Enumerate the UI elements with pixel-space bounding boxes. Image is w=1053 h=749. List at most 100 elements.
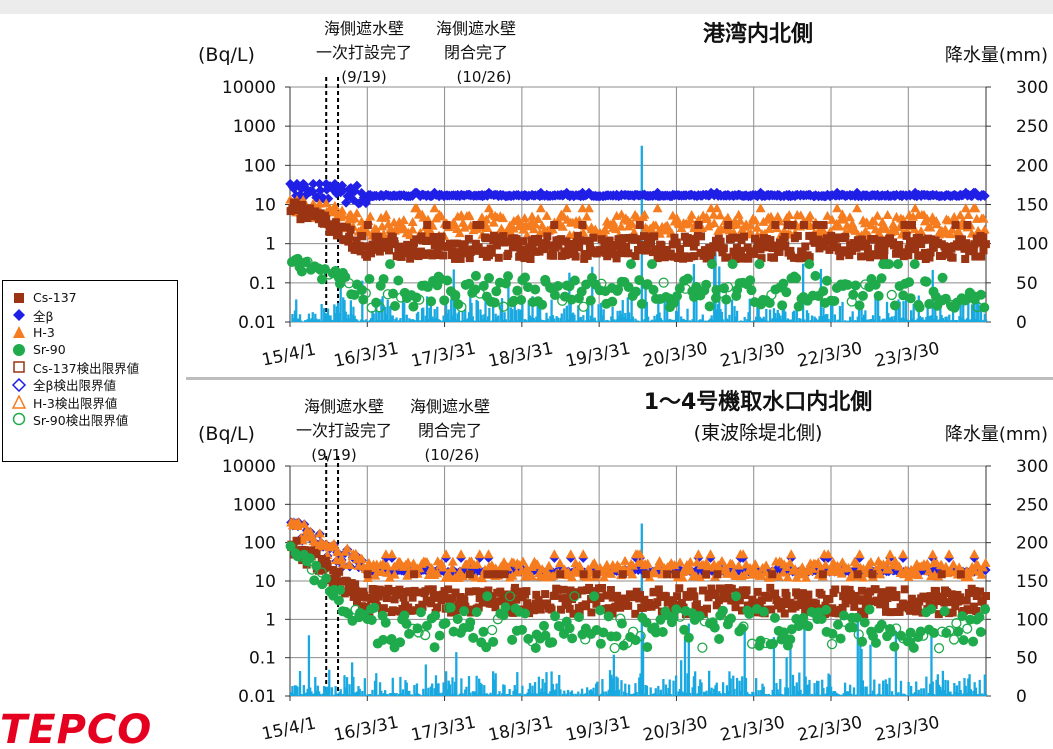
rain-bar bbox=[324, 690, 327, 696]
data-point-sr-90 bbox=[948, 634, 960, 645]
data-point-sr-90 bbox=[360, 288, 371, 299]
rain-bar bbox=[462, 319, 466, 322]
data-point-h-3 bbox=[765, 211, 776, 221]
data-point-h-3 bbox=[784, 209, 795, 219]
data-point-h-3 bbox=[350, 548, 361, 558]
data-point-sr-90 bbox=[507, 634, 518, 645]
data-point-sr-90 bbox=[517, 624, 528, 635]
rain-bar bbox=[833, 314, 837, 322]
rain-bar bbox=[922, 688, 925, 696]
data-point-h-3 bbox=[518, 556, 529, 566]
rain-bar bbox=[565, 693, 568, 696]
rain-bar bbox=[639, 321, 642, 323]
rain-bar bbox=[480, 314, 483, 322]
rain-bar bbox=[561, 321, 565, 323]
rain-bar bbox=[359, 319, 363, 322]
data-point-cs-137 bbox=[385, 587, 394, 596]
rain-bar bbox=[579, 316, 582, 322]
data-point-sr-90 bbox=[547, 637, 558, 648]
data-point-sr-90 bbox=[573, 612, 584, 623]
rain-bar bbox=[452, 693, 455, 696]
rain-bar bbox=[624, 683, 627, 696]
rain-bar bbox=[428, 307, 431, 322]
data-point-cs-137 bbox=[379, 604, 388, 613]
rain-bar bbox=[513, 685, 516, 696]
rain-bar bbox=[577, 305, 580, 322]
data-point-h-3 bbox=[755, 203, 766, 213]
rain-bar bbox=[879, 694, 882, 696]
rain-bar bbox=[981, 320, 984, 322]
rain-bar bbox=[371, 310, 374, 322]
rain-bar bbox=[716, 304, 720, 322]
rain-bar bbox=[650, 319, 654, 322]
rain-bar bbox=[409, 319, 412, 322]
data-point-sr-90 bbox=[471, 607, 482, 618]
rain-bar bbox=[711, 319, 715, 322]
rain-bar bbox=[904, 297, 908, 322]
data-point-h-3 bbox=[882, 210, 893, 220]
data-point-cs-137 bbox=[619, 234, 628, 243]
data-point-cs-137 bbox=[390, 606, 399, 615]
rain-bar bbox=[673, 694, 676, 696]
data-point-cs-137 bbox=[605, 236, 614, 245]
data-point-sr-90 bbox=[581, 279, 592, 290]
data-point-sr-90 bbox=[603, 611, 614, 622]
data-point-sr-90 bbox=[864, 604, 875, 615]
data-point-cs-137 bbox=[900, 220, 909, 229]
rain-bar bbox=[738, 680, 741, 696]
data-point-sr-90 bbox=[889, 641, 900, 652]
rain-bar bbox=[589, 315, 593, 322]
data-point-h-3 bbox=[976, 569, 987, 579]
data-point-- bbox=[314, 178, 325, 189]
data-point-cs-137 bbox=[676, 244, 685, 253]
data-point-cs-137 bbox=[690, 252, 699, 261]
data-point-cs-137 bbox=[934, 610, 943, 619]
rain-bar bbox=[423, 694, 426, 696]
data-point-cs-137 bbox=[877, 238, 886, 247]
rain-bar bbox=[490, 694, 494, 696]
y2-tick-label: 300 bbox=[1016, 78, 1048, 98]
rain-bar bbox=[488, 694, 491, 696]
rain-bar bbox=[653, 693, 656, 696]
rain-bar bbox=[649, 687, 652, 696]
chart-panel-bottom: 10000 300 1000 250 100 200 10 150 1 100 0.1 50 0.01 0… bbox=[186, 381, 1053, 749]
data-point-sr-90 bbox=[918, 630, 929, 641]
data-point-cs-137 bbox=[420, 250, 429, 259]
data-point-cs-137 bbox=[872, 251, 881, 260]
rain-bar bbox=[741, 676, 744, 696]
rain-bar bbox=[611, 678, 614, 696]
rain-bar bbox=[710, 315, 713, 322]
rain-bar bbox=[794, 321, 797, 323]
data-point-sr-90 bbox=[758, 606, 769, 617]
rain-bar bbox=[894, 304, 898, 322]
data-point-cs-137 bbox=[956, 570, 965, 579]
data-point-cs-137 bbox=[432, 239, 441, 248]
data-point-cs-137 bbox=[920, 248, 929, 257]
data-point-h-3 bbox=[526, 571, 537, 581]
data-point-cs-137 bbox=[606, 586, 615, 595]
data-point-cs-137 bbox=[883, 239, 892, 248]
rain-bar bbox=[500, 693, 504, 696]
rain-bar bbox=[884, 679, 887, 696]
data-point-h-3 bbox=[750, 215, 761, 225]
rain-bar bbox=[896, 693, 899, 696]
data-point-cs-137 bbox=[764, 593, 773, 602]
data-point-cs-137 bbox=[566, 250, 575, 259]
rain-bar bbox=[597, 695, 600, 696]
data-point-cs-137 bbox=[780, 609, 789, 618]
rain-bar bbox=[767, 693, 770, 696]
data-point-cs-137 bbox=[596, 593, 605, 602]
rain-bar bbox=[815, 320, 819, 322]
rain-bar bbox=[377, 311, 380, 322]
y2-axis-unit-label: 降水量(mm) bbox=[945, 45, 1048, 66]
rain-bar bbox=[551, 315, 555, 322]
rain-bar bbox=[390, 315, 393, 322]
data-point-h-3 bbox=[606, 568, 617, 578]
rain-bar bbox=[447, 309, 450, 322]
rain-bar bbox=[301, 694, 304, 696]
data-point-sr-90 bbox=[385, 259, 396, 270]
rain-bar bbox=[871, 690, 875, 696]
rain-bar bbox=[727, 690, 730, 696]
data-point-sr-90 bbox=[358, 294, 369, 305]
rain-bar bbox=[841, 301, 844, 322]
